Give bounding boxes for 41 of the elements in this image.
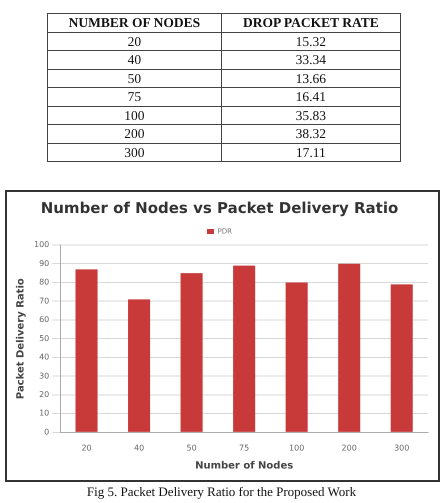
bar	[233, 266, 256, 432]
data-label: 38.32	[221, 124, 400, 143]
bar	[128, 299, 150, 432]
x-tick-label: 40	[134, 443, 144, 452]
x-tick-label: 200	[342, 443, 357, 452]
data-label: 17.11	[221, 143, 400, 162]
x-tick-label: 300	[394, 443, 410, 452]
y-tick-label: 70	[39, 296, 50, 306]
caption: Fig 5. Packet Delivery Ratio for the Proposed Work	[86, 484, 358, 500]
y-tick-label: 30	[39, 371, 50, 380]
data-label: 15.32	[221, 32, 400, 50]
y-axis-title: Packet Delivery Ratio	[16, 278, 27, 400]
y-tick-label: 0	[44, 427, 50, 436]
x-tick-label: 20	[81, 443, 92, 452]
y-tick-label: 90	[39, 258, 50, 268]
x-tick-label: 50	[186, 443, 197, 452]
bar	[338, 264, 360, 432]
bar	[76, 269, 98, 432]
data-label: 35.83	[221, 106, 400, 124]
x-tick-label: 100	[289, 443, 304, 452]
text: NUMBER OF NODES	[48, 14, 222, 32]
y-tick-label: 80	[39, 278, 50, 287]
y-tick-label: 40	[39, 352, 50, 362]
category-label: 200	[48, 124, 222, 143]
chart-title: Number of Nodes vs Packet Delivery Ratio	[40, 198, 398, 217]
x-tick-label: 75	[239, 443, 250, 452]
y-tick-label: 100	[34, 240, 50, 250]
data-label: 33.34	[221, 50, 400, 69]
y-tick-label: 20	[39, 390, 50, 399]
data-label: 13.66	[221, 69, 400, 88]
text: DROP PACKET RATE	[221, 14, 400, 32]
y-tick-label: 10	[39, 408, 50, 418]
y-tick-label: 50	[39, 334, 50, 343]
category-label: 300	[48, 143, 222, 162]
bar	[180, 273, 203, 432]
y-tick-label: 60	[39, 315, 50, 324]
data-label: 16.41	[221, 88, 400, 106]
category-label: 75	[48, 88, 222, 106]
bar	[390, 284, 413, 432]
bar	[286, 282, 308, 432]
x-axis-title: Number of Nodes	[195, 460, 294, 472]
